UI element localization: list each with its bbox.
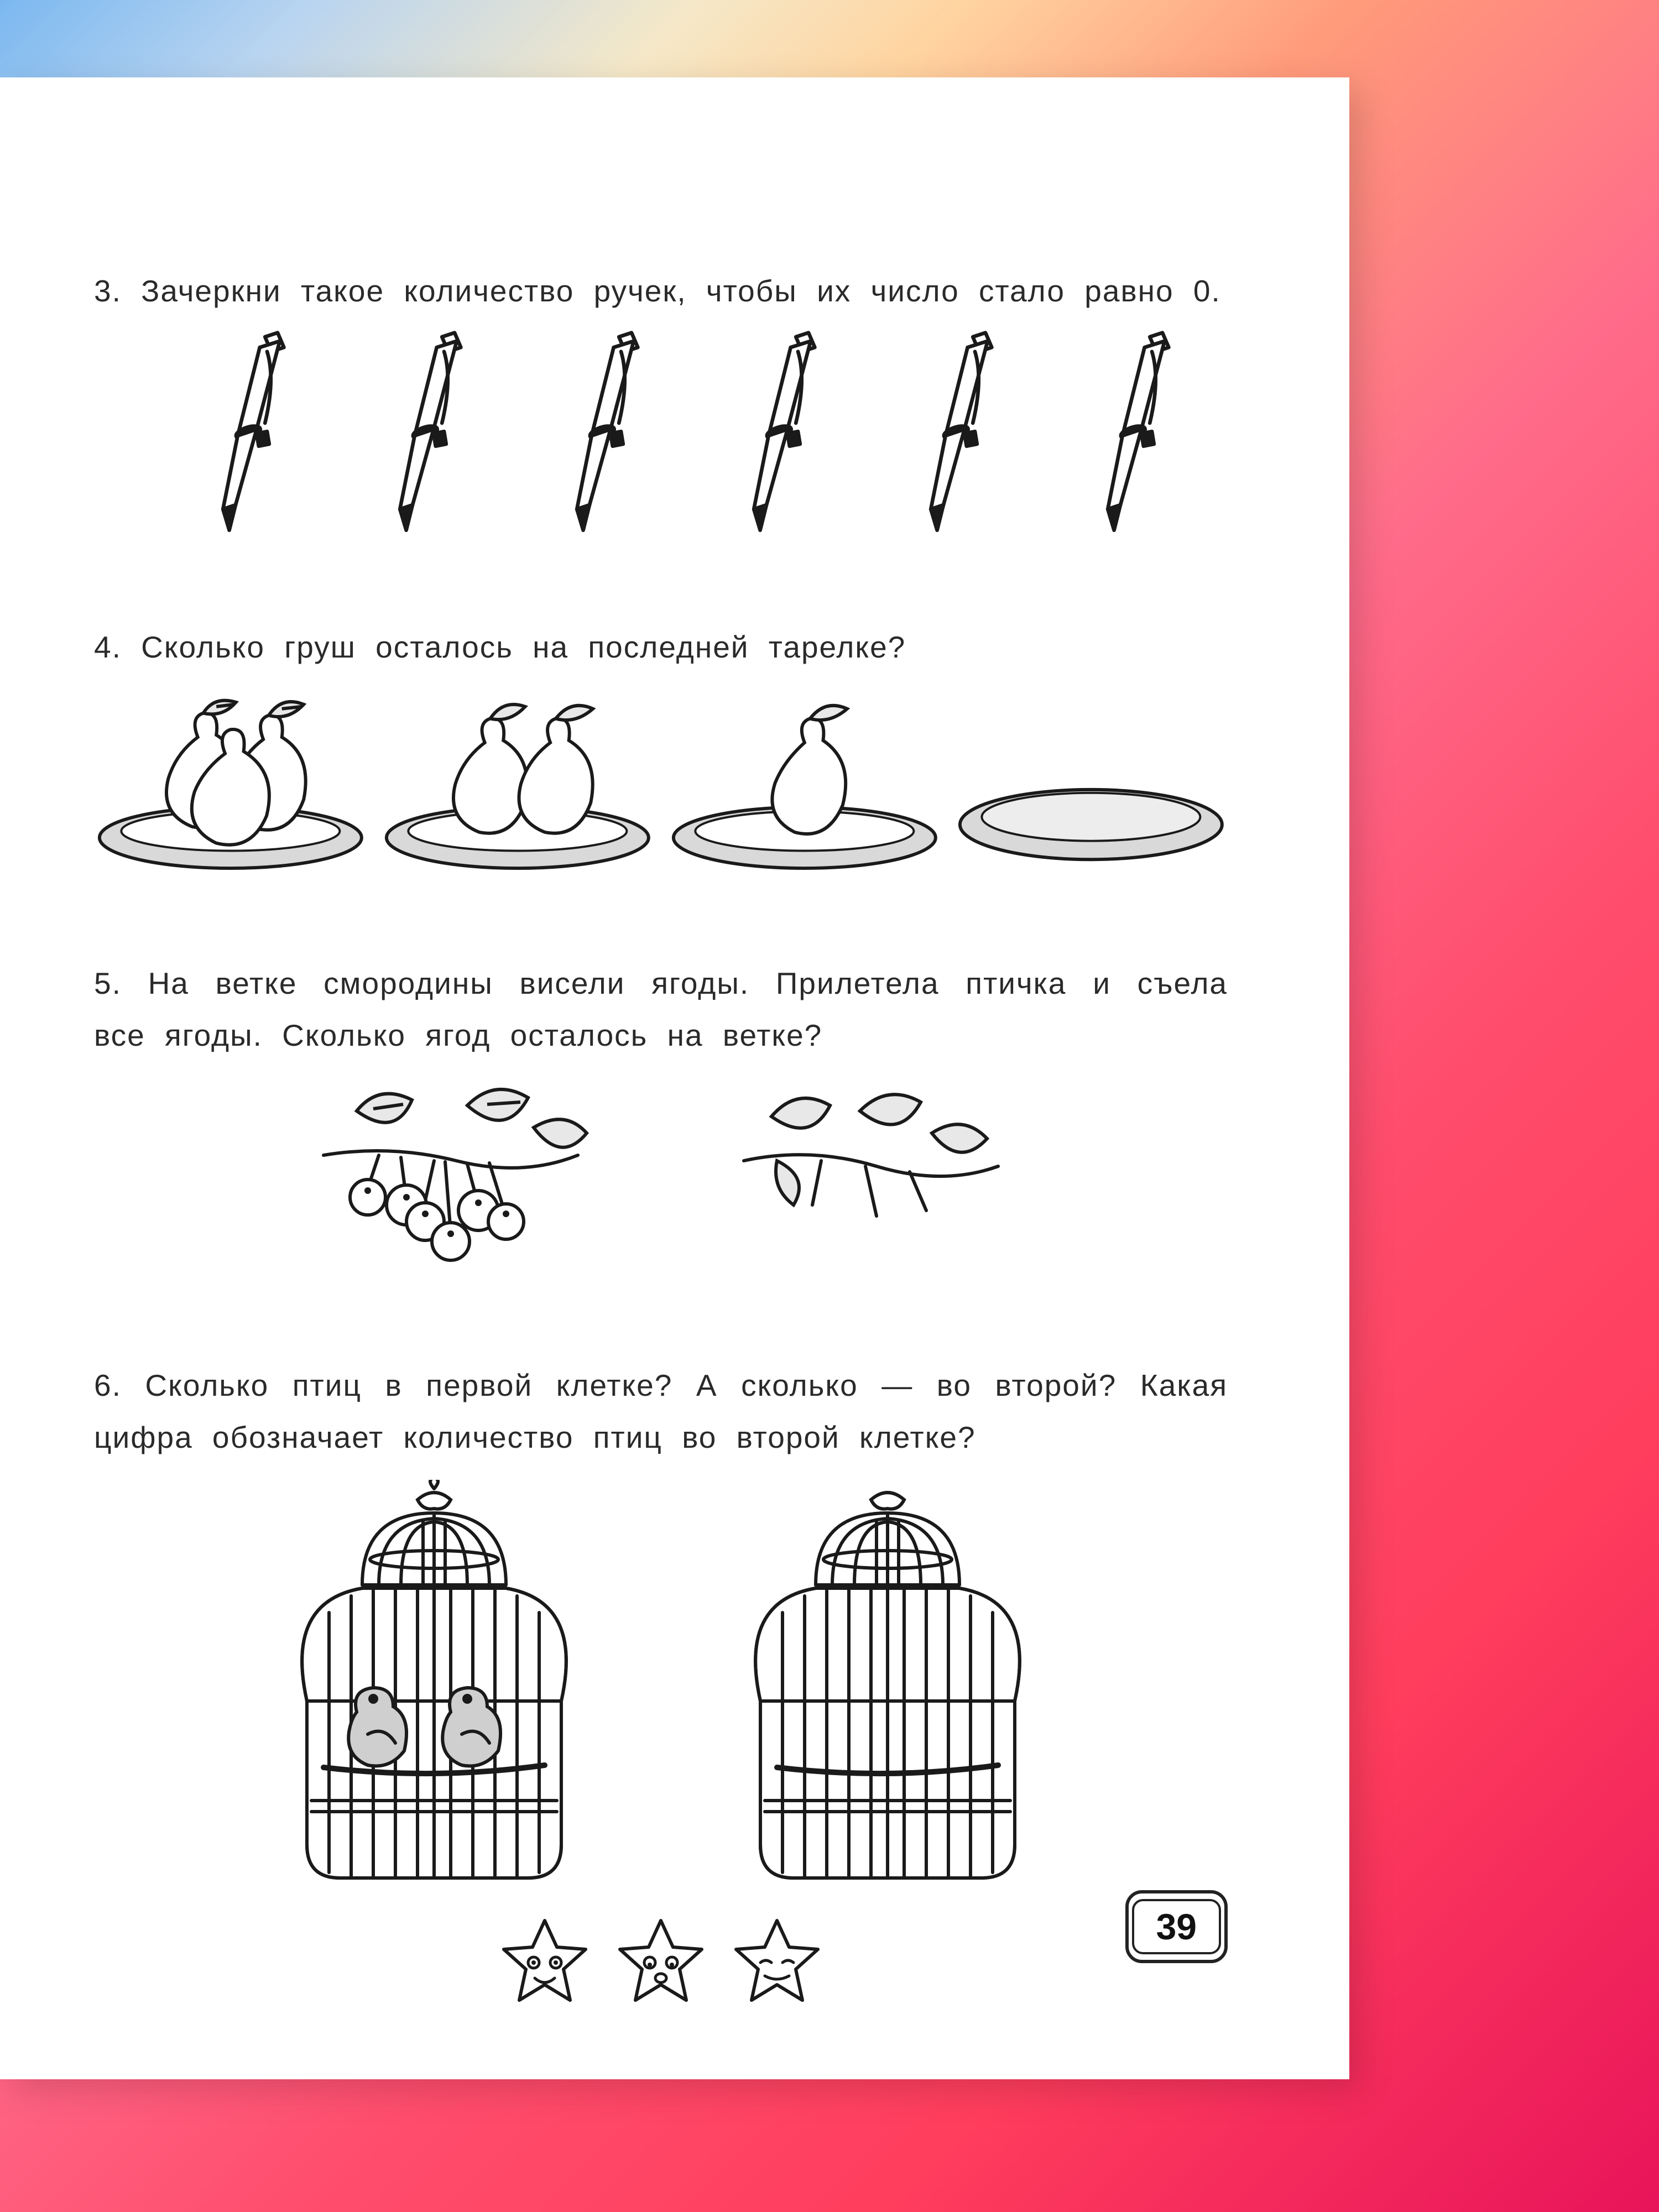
page-number-badge: 39 [1125, 1890, 1228, 1963]
pen-icon [194, 328, 299, 539]
pen-icon [371, 328, 476, 539]
berries-row [94, 1078, 1228, 1277]
stars-row [94, 1914, 1228, 2013]
cages-row [94, 1480, 1228, 1900]
berry-branch-empty-icon [711, 1078, 1020, 1277]
task-4-text: 4. Сколько груш осталось на последней та… [94, 630, 906, 664]
plate-2-pears-icon [381, 692, 654, 875]
pens-row [194, 328, 1183, 539]
task-5-text: 5. На ветке смородины висели ягоды. Прил… [94, 966, 1228, 1052]
plate-3-pears-icon [94, 692, 367, 875]
task-3-text: 3. Зачеркни такое количество ручек, чтоб… [94, 274, 1221, 308]
cage-with-birds-icon [263, 1480, 606, 1900]
task-6-text: 6. Сколько птиц в первой клетке? А сколь… [94, 1368, 1228, 1454]
plate-1-pear-icon [668, 692, 941, 875]
pen-icon [1078, 328, 1183, 539]
star-face-icon [611, 1914, 711, 2013]
task-5: 5. На ветке смородины висели ягоды. Прил… [94, 958, 1228, 1277]
plates-row [94, 692, 1228, 875]
cage-empty-icon [716, 1480, 1059, 1900]
pen-icon [724, 328, 830, 539]
star-face-icon [727, 1914, 827, 2013]
worksheet-page: 3. Зачеркни такое количество ручек, чтоб… [0, 77, 1349, 2079]
star-face-icon [495, 1914, 594, 2013]
pen-icon [901, 328, 1006, 539]
task-6: 6. Сколько птиц в первой клетке? А сколь… [94, 1360, 1228, 2013]
plate-empty-icon [954, 692, 1228, 875]
pen-icon [547, 328, 653, 539]
task-4: 4. Сколько груш осталось на последней та… [94, 622, 1228, 875]
berry-branch-full-icon [301, 1078, 611, 1277]
task-3: 3. Зачеркни такое количество ручек, чтоб… [94, 265, 1228, 539]
page-number: 39 [1132, 1899, 1221, 1954]
